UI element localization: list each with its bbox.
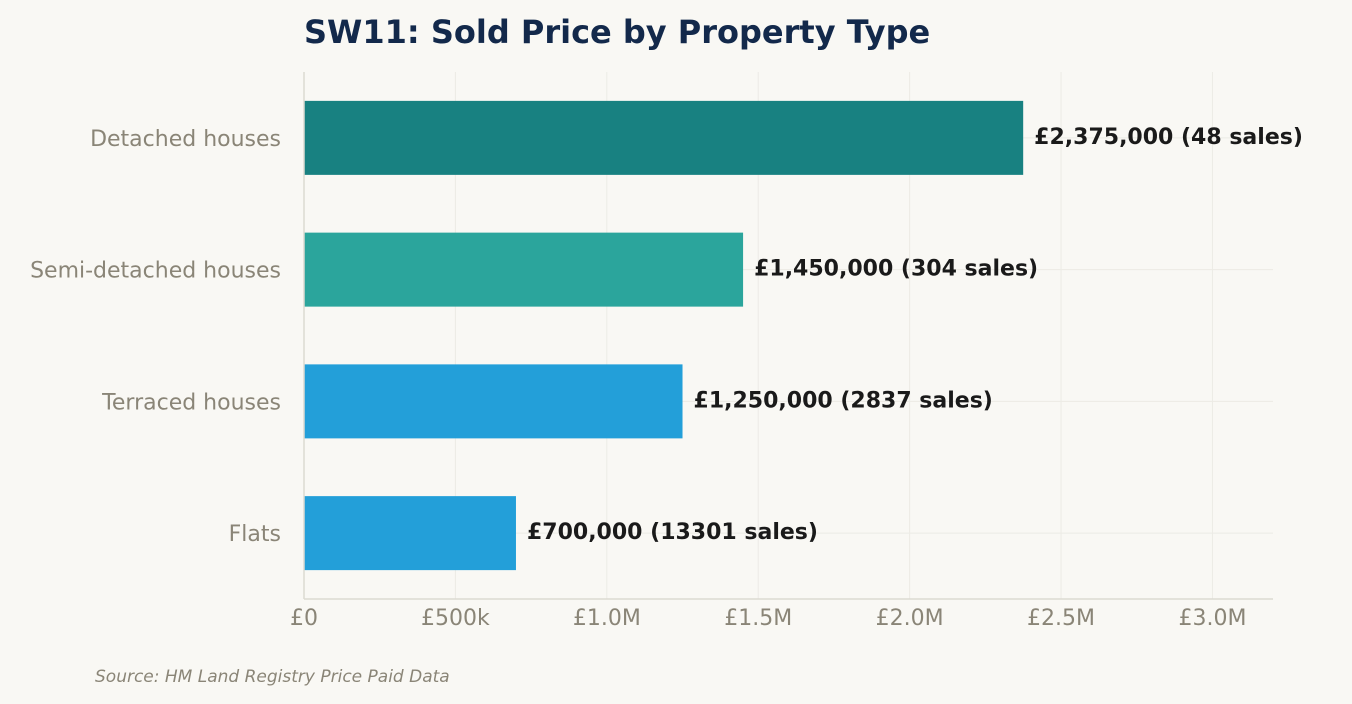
category-labels: Detached houses Semi-detached houses Terra… — [30, 127, 281, 547]
x-tick-labels: £0 £500k £1.0M £1.5M £2.0M £2.5M £3.0M — [290, 606, 1246, 631]
data-label: £1,450,000 (304 sales) — [754, 257, 1038, 282]
chart-title: SW11: Sold Price by Property Type — [304, 13, 930, 51]
data-label: £1,250,000 (2837 sales) — [694, 388, 993, 413]
x-tick-label: £1.5M — [724, 606, 792, 631]
source-note: Source: HM Land Registry Price Paid Data — [95, 667, 450, 687]
x-tick-label: £2.0M — [876, 606, 944, 631]
data-label: £700,000 (13301 sales) — [527, 520, 818, 545]
category-label: Flats — [229, 522, 281, 547]
category-label: Detached houses — [90, 127, 281, 152]
category-label: Semi-detached houses — [30, 259, 281, 284]
bar — [304, 364, 683, 439]
category-label: Terraced houses — [101, 390, 281, 415]
data-labels: £2,375,000 (48 sales) £1,450,000 (304 sal… — [527, 125, 1303, 545]
x-tick-label: £0 — [290, 606, 318, 631]
bar — [304, 496, 516, 571]
bar — [304, 100, 1024, 175]
x-tick-label: £1.0M — [573, 606, 641, 631]
x-tick-label: £2.5M — [1027, 606, 1095, 631]
x-tick-label: £500k — [421, 606, 490, 631]
data-label: £2,375,000 (48 sales) — [1034, 125, 1303, 150]
bar — [304, 232, 744, 307]
x-tick-label: £3.0M — [1178, 606, 1246, 631]
bars — [304, 100, 1024, 571]
